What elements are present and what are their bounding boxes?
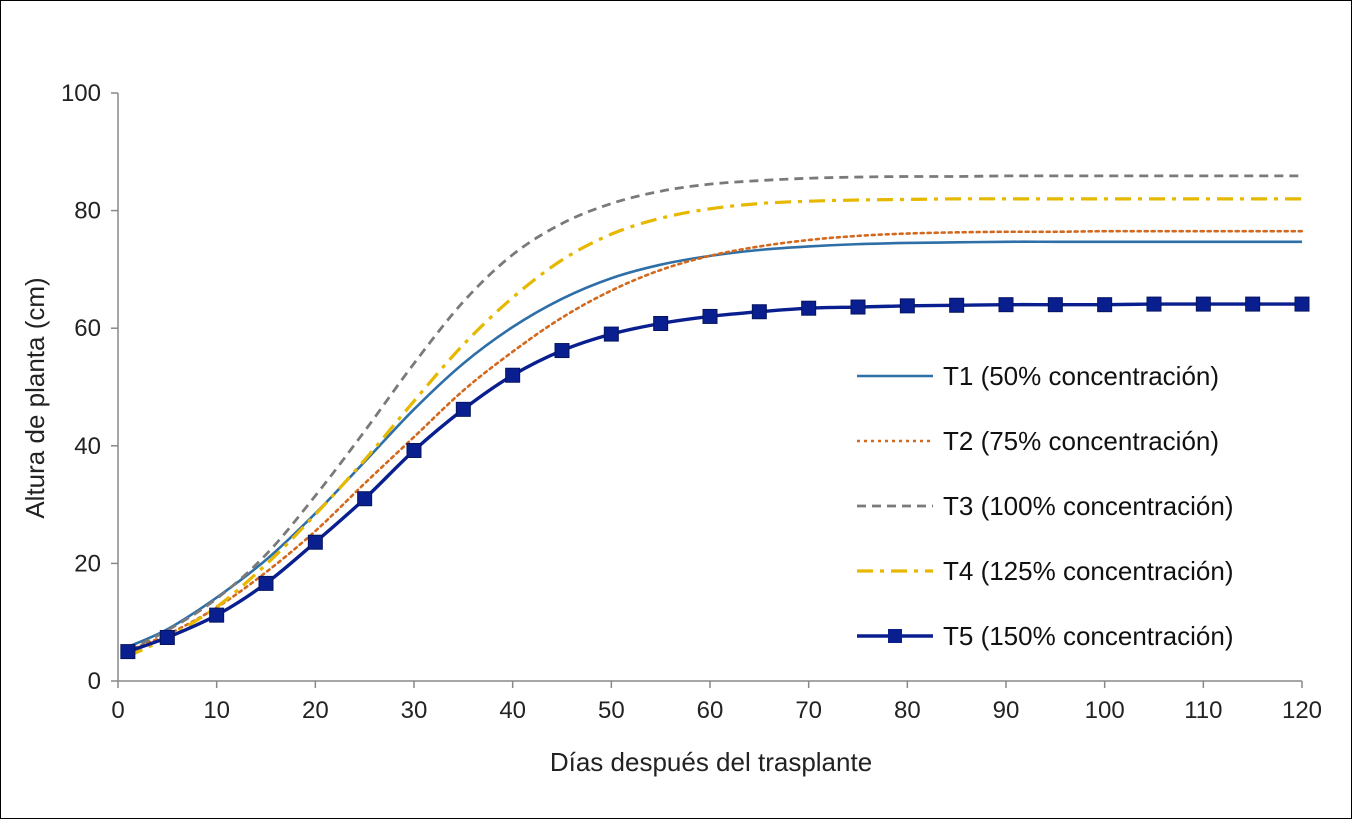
series-4 xyxy=(127,197,1302,658)
y-tick-label: 60 xyxy=(74,315,101,342)
y-tick-label: 80 xyxy=(74,198,101,225)
series-5-marker xyxy=(850,299,866,315)
series-5-marker xyxy=(1146,296,1162,312)
series-5-marker xyxy=(998,297,1014,313)
x-axis-title: Días después del trasplante xyxy=(550,747,872,777)
legend-label-2: T2 (75% concentración) xyxy=(943,426,1219,456)
x-tick-label: 0 xyxy=(111,697,124,724)
series-5-marker xyxy=(1047,297,1063,313)
series-2 xyxy=(126,229,1304,652)
series-5-marker xyxy=(120,644,136,660)
legend-marker-5 xyxy=(888,629,902,643)
legend: T1 (50% concentración) T2 (75% concentrac… xyxy=(857,361,1233,651)
legend-item-5: T5 (150% concentración) xyxy=(857,621,1233,651)
x-tick-label: 100 xyxy=(1085,697,1125,724)
y-tick-label: 100 xyxy=(61,80,101,107)
x-tick-label: 120 xyxy=(1282,697,1322,724)
x-tick-label: 70 xyxy=(795,697,822,724)
series-1 xyxy=(127,240,1302,649)
series-5-marker xyxy=(949,297,965,313)
series-3-line xyxy=(127,174,1303,652)
series-5-marker xyxy=(1245,296,1261,312)
series-5-marker xyxy=(159,629,175,645)
legend-item-3: T3 (100% concentración) xyxy=(857,491,1233,521)
y-axis-title: Altura de planta (cm) xyxy=(20,277,50,518)
axes-group: 0 10 20 30 40 50 60 70 80 90 100 110 120 0 20 40 60 80 10… xyxy=(61,80,1322,724)
legend-label-5: T5 (150% concentración) xyxy=(943,621,1233,651)
series-3 xyxy=(127,174,1303,652)
y-tick-label: 20 xyxy=(74,550,101,577)
series-5-marker xyxy=(258,575,274,591)
series-5-marker xyxy=(1097,297,1113,313)
x-tick-label: 40 xyxy=(499,697,526,724)
x-tick-label: 80 xyxy=(894,697,921,724)
series-4-line xyxy=(127,197,1302,658)
series-5-marker xyxy=(801,300,817,316)
x-tick-label: 20 xyxy=(302,697,329,724)
series-5-marker xyxy=(455,401,471,417)
legend-item-1: T1 (50% concentración) xyxy=(857,361,1219,391)
x-tick-label: 50 xyxy=(598,697,625,724)
legend-label-3: T3 (100% concentración) xyxy=(943,491,1233,521)
series-5-marker xyxy=(505,367,521,383)
series-5-marker xyxy=(406,443,422,459)
x-tick-label: 30 xyxy=(401,697,428,724)
x-tick-label: 90 xyxy=(993,697,1020,724)
y-tick-label: 40 xyxy=(74,433,101,460)
y-ticks-group: 0 20 40 60 80 100 xyxy=(61,80,118,695)
series-5-marker xyxy=(603,326,619,342)
legend-item-4: T4 (125% concentración) xyxy=(857,556,1233,586)
x-tick-label: 110 xyxy=(1184,697,1222,724)
series-5-marker xyxy=(1195,296,1211,312)
series-5-marker xyxy=(653,315,669,331)
series-5-marker xyxy=(899,298,915,314)
series-5-marker xyxy=(209,607,225,623)
series-1-line xyxy=(127,240,1302,649)
y-tick-label: 0 xyxy=(88,668,101,695)
series-5-marker xyxy=(751,304,767,320)
series-5-marker xyxy=(1294,296,1310,312)
series-5-marker xyxy=(357,491,373,507)
x-ticks-group: 0 10 20 30 40 50 60 70 80 90 100 110 120 xyxy=(111,681,1322,724)
legend-label-4: T4 (125% concentración) xyxy=(943,556,1233,586)
series-group xyxy=(120,174,1310,660)
series-5-marker xyxy=(307,534,323,550)
series-5-marker xyxy=(554,343,570,359)
series-5-line xyxy=(127,302,1302,654)
series-5 xyxy=(120,296,1310,660)
x-tick-label: 60 xyxy=(697,697,724,724)
series-2-line xyxy=(126,229,1304,652)
series-5-marker xyxy=(702,308,718,324)
legend-item-2: T2 (75% concentración) xyxy=(857,426,1219,456)
legend-label-1: T1 (50% concentración) xyxy=(943,361,1219,391)
x-tick-label: 10 xyxy=(203,697,230,724)
